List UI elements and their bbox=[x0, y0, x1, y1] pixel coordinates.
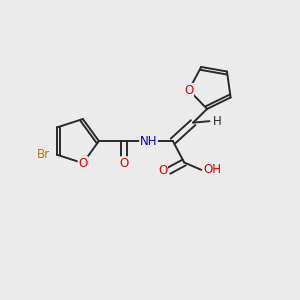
Text: Br: Br bbox=[37, 148, 50, 161]
Text: O: O bbox=[78, 157, 88, 169]
Text: O: O bbox=[184, 84, 194, 97]
Text: NH: NH bbox=[140, 135, 157, 148]
Text: O: O bbox=[158, 164, 167, 177]
Text: H: H bbox=[213, 115, 222, 128]
Text: O: O bbox=[119, 157, 129, 170]
Text: OH: OH bbox=[203, 164, 221, 176]
